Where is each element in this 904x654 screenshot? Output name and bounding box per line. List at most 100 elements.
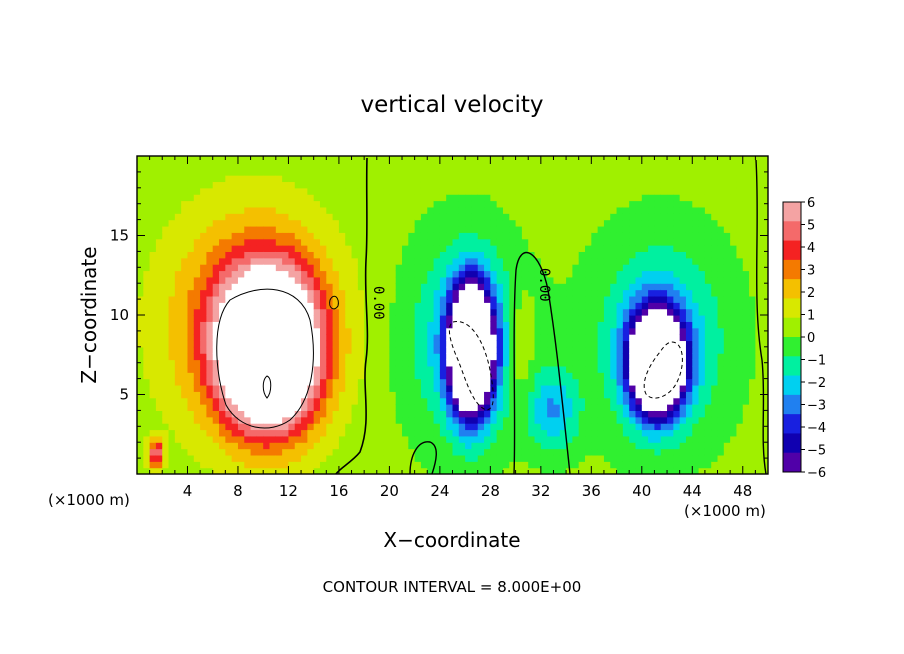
heatmap-cell [704,340,712,348]
heatmap-cell [319,365,327,373]
heatmap-cell [452,200,460,208]
heatmap-cell [641,448,649,456]
heatmap-cell [155,365,163,373]
heatmap-cell [332,232,340,240]
heatmap-cell [641,365,649,373]
heatmap-cell [168,327,176,335]
heatmap-cell [629,340,637,348]
heatmap-cell [648,461,656,469]
heatmap-cell [660,423,668,431]
heatmap-cell [326,219,334,227]
heatmap-cell [521,448,529,456]
heatmap-cell [269,416,277,424]
heatmap-cell [345,410,353,418]
heatmap-cell [439,378,447,386]
heatmap-cell [629,187,637,195]
heatmap-cell [603,327,611,335]
heatmap-cell [288,168,296,176]
heatmap-cell [660,308,668,316]
heatmap-cell [679,404,687,411]
heatmap-cell [730,448,738,456]
heatmap-cell [635,264,643,272]
heatmap-cell [408,219,416,227]
heatmap-cell [496,321,504,329]
heatmap-cell [585,346,592,354]
heatmap-cell [742,194,750,202]
heatmap-field [137,156,768,474]
heatmap-cell [200,251,208,259]
heatmap-cell [187,397,195,405]
heatmap-cell [458,194,466,202]
heatmap-cell [212,315,220,322]
heatmap-cell [395,448,403,456]
heatmap-cell [515,461,523,469]
heatmap-cell [673,321,681,329]
heatmap-cell [540,404,548,411]
heatmap-cell [402,334,409,342]
heatmap-cell [679,315,687,322]
heatmap-cell [711,200,719,208]
heatmap-cell [515,334,523,342]
heatmap-cell [143,404,151,411]
heatmap-cell [162,442,170,450]
heatmap-cell [439,461,447,469]
heatmap-cell [301,346,308,354]
heatmap-cell [263,467,271,474]
heatmap-cell [616,359,624,367]
heatmap-cell [490,461,498,469]
heatmap-cell [149,295,157,303]
heatmap-cell [143,448,151,456]
heatmap-cell [685,384,693,392]
heatmap-cell [383,257,390,265]
heatmap-cell [414,181,422,189]
heatmap-cell [149,359,157,367]
heatmap-cell [319,353,327,361]
heatmap-cell [187,181,195,189]
heatmap-cell [383,206,390,214]
heatmap-cell [433,378,441,386]
heatmap-cell [364,175,372,183]
heatmap-cell [736,295,744,303]
heatmap-cell [288,397,296,405]
heatmap-cell [237,264,245,272]
heatmap-cell [654,410,662,418]
heatmap-cell [698,327,706,335]
heatmap-cell [383,372,390,380]
heatmap-cell [515,315,523,322]
heatmap-cell [376,168,384,176]
heatmap-cell [585,416,592,424]
heatmap-cell [704,251,712,259]
heatmap-cell [389,384,397,392]
heatmap-cell [477,270,485,278]
heatmap-cell [692,276,700,284]
heatmap-cell [641,308,649,316]
heatmap-cell [250,467,258,474]
heatmap-cell [244,384,252,392]
heatmap-cell [307,467,315,474]
heatmap-cell [225,378,233,386]
heatmap-cell [383,454,390,462]
heatmap-cell [187,454,195,462]
heatmap-cell [345,327,353,335]
heatmap-cell [332,295,340,303]
heatmap-cell [509,327,517,335]
heatmap-cell [427,194,435,202]
heatmap-cell [540,168,548,176]
heatmap-cell [244,372,252,380]
heatmap-cell [237,295,245,303]
heatmap-cell [591,340,599,348]
heatmap-cell [338,232,346,240]
heatmap-cell [332,365,340,373]
heatmap-cell [603,175,611,183]
heatmap-cell [376,289,384,297]
heatmap-cell [660,232,668,240]
heatmap-cell [679,225,687,233]
heatmap-cell [566,384,573,392]
heatmap-cell [736,429,744,437]
heatmap-cell [256,238,264,246]
heatmap-cell [755,225,763,233]
heatmap-cell [616,404,624,411]
heatmap-cell [200,404,208,411]
heatmap-cell [484,187,491,195]
heatmap-cell [162,429,170,437]
